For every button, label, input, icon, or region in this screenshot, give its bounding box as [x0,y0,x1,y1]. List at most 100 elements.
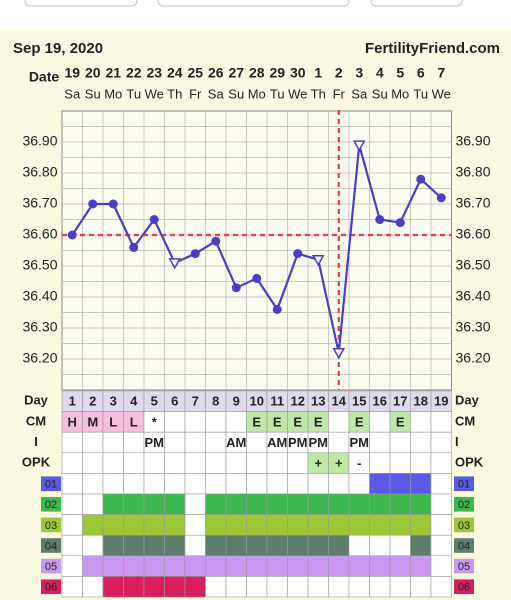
x-tick-label: 5 [396,65,404,81]
phase-cell [143,555,165,577]
x-tick-label: 26 [208,65,224,81]
phase-cell [328,576,350,598]
phase-cell [369,514,391,536]
cell-text: PM [288,435,308,450]
phase-cell [102,534,124,557]
phase-cell [184,534,206,557]
phase-cell [348,514,370,536]
cell-text: 17 [393,394,407,409]
table-cell [205,452,227,474]
table-cell [102,431,124,454]
x-tick-label: 20 [85,65,101,81]
phase-cell [205,473,227,495]
phase-cell [266,534,288,557]
y-tick-label-right: 36.60 [455,226,490,242]
phase-cell [389,576,411,598]
table-cell [246,431,268,454]
temperature-point [108,199,118,209]
cell-text: 12 [291,394,305,409]
x-tick-label: 27 [228,65,244,81]
phase-cell [82,473,104,495]
tab-button[interactable] [370,0,463,7]
cell-text: 15 [352,394,366,409]
row-badge-label: 05 [45,561,57,573]
cell-text: 1 [69,394,76,409]
table-cell [205,411,227,433]
cell-text: 14 [332,394,347,409]
phase-cell [410,514,432,536]
temperature-point-open [311,255,325,267]
phase-cell [369,576,391,598]
weekday-label: We [432,86,451,101]
row-label-right: CM [455,413,475,428]
row-badge-right [454,476,474,491]
phase-cell [184,576,206,598]
weekday-label: Sa [64,86,81,101]
weekday-label: Tu [126,86,141,101]
x-tick-label: 2 [335,65,343,81]
phase-cell [143,473,165,495]
phase-cell [123,555,145,577]
table-cell [389,452,411,474]
phase-cell [328,514,350,536]
temperature-point [436,193,446,203]
cell-text: E [355,414,364,429]
table-cell [369,431,391,454]
temperature-point [375,215,385,224]
table-cell [430,411,452,433]
table-cell [369,452,391,474]
phase-cell [123,493,145,515]
phase-cell [143,534,165,557]
cell-text: PM [309,435,329,450]
weekday-label: Th [311,86,326,101]
cell-text: AM [267,435,287,450]
tab-button[interactable] [24,0,138,7]
temperature-point-open [168,258,182,270]
table-cell [225,411,247,433]
cell-text: 11 [270,394,284,409]
phase-cell [205,555,227,577]
phase-cell [410,555,432,577]
phase-cell [328,534,350,557]
weekday-label: We [288,86,307,101]
phase-cell [266,576,288,598]
phase-cell [389,555,411,577]
cell-text: E [293,414,302,429]
phase-cell [225,555,247,577]
table-cell [410,431,432,454]
row-badge-label: 02 [45,499,57,511]
table-cell [410,452,432,474]
row-label: OPK [22,455,51,470]
tab-button[interactable] [157,0,350,7]
y-tick-label-right: 36.20 [455,350,490,366]
phase-cell [143,493,165,515]
phase-cell [205,493,227,515]
cell-text: 10 [250,394,264,409]
table-cell [389,431,411,454]
cell-text: 13 [311,394,325,409]
phase-cell [225,473,247,495]
site-name: FertilityFriend.com [365,40,500,57]
phase-cell [164,555,186,577]
cell-text: 16 [373,394,387,409]
temperature-point [129,242,139,252]
phase-cell [225,576,247,598]
weekday-label: Mo [248,86,266,101]
cell-text: 6 [171,394,178,409]
temperature-point [416,174,426,184]
row-label: CM [26,413,46,428]
x-tick-label: 1 [314,65,322,81]
weekday-label: Th [167,86,182,101]
phase-cell [307,514,329,536]
cell-text: PM [350,435,370,450]
phase-cell [123,576,145,598]
phase-cell [82,534,104,557]
phase-cell [61,473,83,495]
table-cell [164,452,186,474]
row-badge [41,558,61,574]
cell-text: E [273,414,282,429]
temperature-point-open [352,140,366,152]
phase-cell [164,514,186,536]
phase-cell [164,493,186,515]
y-tick-label-right: 36.80 [455,164,490,180]
